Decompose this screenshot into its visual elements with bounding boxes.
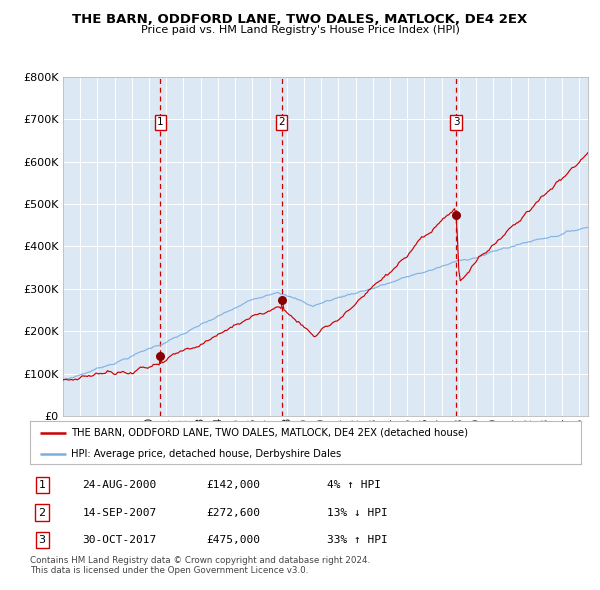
Text: 1: 1	[38, 480, 46, 490]
Text: 4% ↑ HPI: 4% ↑ HPI	[328, 480, 382, 490]
Text: 24-AUG-2000: 24-AUG-2000	[82, 480, 157, 490]
Text: 2: 2	[38, 507, 46, 517]
Text: 30-OCT-2017: 30-OCT-2017	[82, 535, 157, 545]
Text: Price paid vs. HM Land Registry's House Price Index (HPI): Price paid vs. HM Land Registry's House …	[140, 25, 460, 35]
Text: Contains HM Land Registry data © Crown copyright and database right 2024.
This d: Contains HM Land Registry data © Crown c…	[30, 556, 370, 575]
Text: 3: 3	[38, 535, 46, 545]
Text: 2: 2	[278, 117, 285, 127]
Text: THE BARN, ODDFORD LANE, TWO DALES, MATLOCK, DE4 2EX (detached house): THE BARN, ODDFORD LANE, TWO DALES, MATLO…	[71, 428, 469, 438]
Text: 13% ↓ HPI: 13% ↓ HPI	[328, 507, 388, 517]
Text: 33% ↑ HPI: 33% ↑ HPI	[328, 535, 388, 545]
Text: £475,000: £475,000	[206, 535, 260, 545]
Text: £272,600: £272,600	[206, 507, 260, 517]
Text: 1: 1	[157, 117, 164, 127]
Text: £142,000: £142,000	[206, 480, 260, 490]
Text: THE BARN, ODDFORD LANE, TWO DALES, MATLOCK, DE4 2EX: THE BARN, ODDFORD LANE, TWO DALES, MATLO…	[73, 13, 527, 26]
Text: 3: 3	[452, 117, 460, 127]
Text: HPI: Average price, detached house, Derbyshire Dales: HPI: Average price, detached house, Derb…	[71, 448, 341, 458]
Text: 14-SEP-2007: 14-SEP-2007	[82, 507, 157, 517]
